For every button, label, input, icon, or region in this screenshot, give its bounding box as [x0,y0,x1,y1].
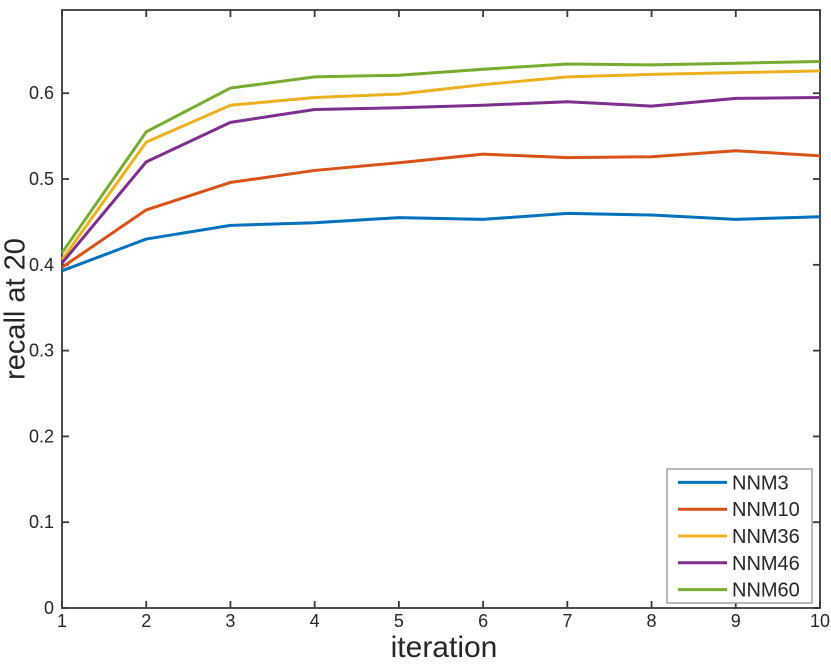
series-line-NNM36 [60,69,821,261]
x-tick-label: 8 [647,611,657,631]
legend-label-NNM60: NNM60 [732,580,800,602]
y-tick-label: 0.6 [29,83,54,103]
series-line-NNM3 [61,211,821,273]
y-tick-label: 0.1 [29,512,54,532]
x-tick-label: 6 [478,611,488,631]
x-tick-label: 9 [731,611,741,631]
x-tick-label: 10 [810,611,830,631]
series-line-NNM46 [60,96,821,265]
legend-label-NNM36: NNM36 [732,526,800,548]
series-line-NNM60 [60,59,821,254]
x-axis-label: iteration [390,631,498,664]
legend-label-NNM46: NNM46 [732,553,800,575]
plot-box [61,9,821,609]
x-tick-label: 5 [394,611,404,631]
y-tick-label: 0.2 [29,426,54,446]
y-axis-label: recall at 20 [0,238,32,380]
series-line-NNM10 [61,149,821,269]
legend-label-NNM3: NNM3 [732,472,789,494]
x-tick-label: 1 [57,611,67,631]
legend-label-NNM10: NNM10 [732,499,800,521]
y-tick-label: 0 [44,598,54,618]
y-tick-label: 0.3 [29,341,54,361]
x-tick-label: 4 [310,611,320,631]
y-tick-label: 0.5 [29,169,54,189]
x-tick-label: 7 [562,611,572,631]
x-tick-label: 2 [141,611,151,631]
y-tick-label: 0.4 [29,255,54,275]
x-tick-label: 3 [225,611,235,631]
